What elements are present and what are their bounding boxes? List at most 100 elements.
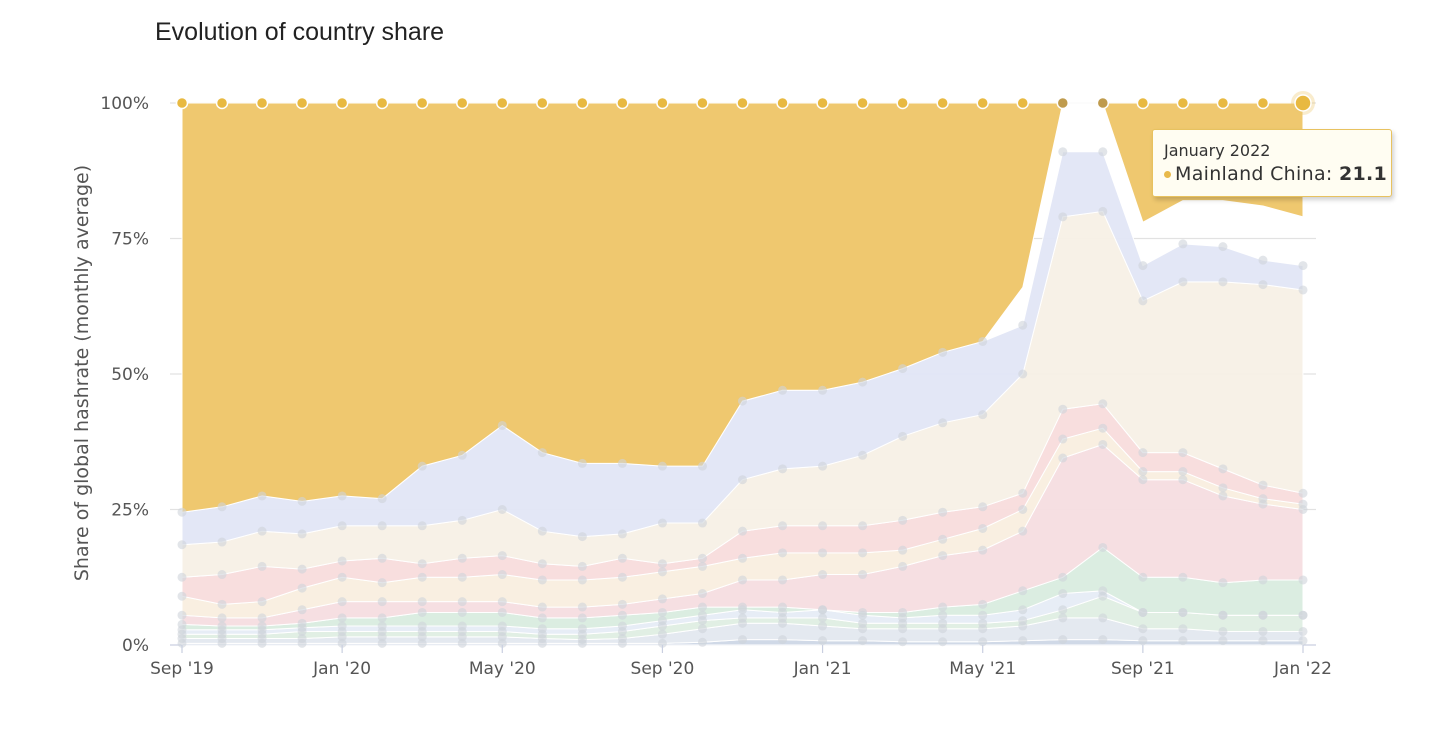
point-4-20 — [978, 599, 988, 609]
point-6-24 — [1138, 467, 1148, 477]
point-7-21 — [1018, 488, 1028, 498]
point-top-11 — [616, 96, 629, 110]
point-8-7 — [457, 515, 467, 525]
point-1-23 — [1098, 613, 1108, 623]
point-0-16 — [818, 636, 828, 646]
point-5-25 — [1178, 475, 1188, 485]
point-8-27 — [1258, 280, 1268, 290]
point-4-14 — [738, 602, 747, 612]
point-6-28 — [1298, 499, 1308, 509]
point-0-17 — [858, 636, 868, 646]
point-5-21 — [1018, 526, 1028, 536]
point-7-2 — [257, 561, 267, 571]
point-3-21 — [1018, 605, 1028, 615]
point-9-27 — [1258, 255, 1268, 265]
point-top-5 — [375, 96, 389, 110]
point-4-10 — [577, 613, 587, 623]
point-5-14 — [738, 575, 747, 585]
point-7-20 — [978, 502, 988, 512]
point-0-15 — [778, 635, 788, 645]
point-top-18 — [896, 96, 909, 110]
x-tick-label-0: Sep '19 — [150, 659, 214, 679]
point-8-10 — [577, 532, 587, 542]
point-2-22 — [1058, 605, 1068, 615]
point-9-18 — [898, 364, 908, 374]
point-1-28 — [1298, 626, 1308, 636]
point-3-12 — [657, 616, 667, 626]
tooltip: January 2022 Mainland China: 21.1 — [1152, 129, 1392, 197]
point-top-0 — [175, 96, 189, 110]
point-3-7 — [457, 621, 467, 631]
point-4-0 — [177, 619, 187, 629]
point-7-14 — [738, 526, 747, 536]
point-8-1 — [217, 537, 227, 547]
point-3-4 — [337, 621, 347, 631]
point-9-19 — [938, 347, 948, 357]
point-9-6 — [417, 461, 427, 471]
point-4-9 — [537, 613, 547, 623]
point-7-9 — [537, 559, 547, 569]
point-8-24 — [1138, 296, 1148, 306]
point-7-22 — [1058, 404, 1068, 414]
point-8-13 — [697, 518, 707, 528]
point-9-20 — [978, 336, 988, 346]
point-7-7 — [457, 553, 467, 563]
point-5-20 — [978, 545, 988, 555]
point-7-3 — [297, 564, 307, 574]
point-0-5 — [377, 638, 387, 648]
point-0-18 — [898, 637, 908, 647]
point-4-28 — [1298, 575, 1308, 585]
point-8-19 — [938, 418, 948, 428]
point-7-8 — [497, 551, 507, 561]
point-5-10 — [577, 602, 587, 612]
point-6-14 — [738, 553, 747, 563]
point-top-21 — [1016, 96, 1029, 110]
point-0-8 — [497, 638, 507, 648]
point-7-24 — [1138, 448, 1148, 458]
point-5-1 — [217, 613, 227, 623]
point-9-0 — [177, 507, 187, 517]
point-top-1 — [215, 96, 229, 110]
point-7-0 — [177, 572, 187, 582]
point-4-4 — [337, 613, 347, 623]
point-top-14 — [736, 96, 749, 110]
point-6-4 — [337, 572, 347, 582]
point-7-23 — [1098, 399, 1108, 409]
point-7-12 — [657, 559, 667, 569]
point-9-7 — [457, 450, 467, 460]
point-top-8 — [496, 96, 509, 110]
point-3-28 — [1298, 610, 1308, 620]
point-0-27 — [1258, 636, 1268, 646]
point-7-18 — [898, 515, 908, 525]
point-5-19 — [938, 551, 948, 561]
point-9-3 — [297, 496, 307, 506]
point-6-18 — [898, 545, 908, 555]
point-5-8 — [497, 597, 507, 607]
point-9-16 — [818, 385, 828, 395]
point-1-22 — [1058, 613, 1068, 623]
point-6-3 — [297, 583, 307, 593]
point-5-24 — [1138, 475, 1148, 485]
point-6-9 — [537, 575, 547, 585]
point-0-20 — [978, 637, 988, 647]
point-4-17 — [858, 607, 868, 617]
point-9-13 — [697, 461, 707, 471]
point-2-21 — [1018, 616, 1028, 626]
point-3-10 — [577, 624, 587, 634]
x-tick-label-7: Jan '22 — [1273, 659, 1332, 679]
point-4-3 — [297, 618, 307, 628]
point-9-26 — [1218, 242, 1228, 252]
point-9-12 — [657, 461, 667, 471]
point-4-8 — [497, 607, 507, 617]
point-8-25 — [1178, 277, 1188, 287]
point-top-15 — [776, 96, 789, 110]
point-8-0 — [177, 540, 187, 550]
point-7-25 — [1178, 448, 1188, 458]
point-3-25 — [1178, 607, 1188, 617]
x-tick-label-3: Sep '20 — [631, 659, 695, 679]
point-top-28 — [1294, 94, 1312, 112]
point-6-19 — [938, 534, 948, 544]
point-4-11 — [617, 610, 627, 620]
point-4-26 — [1218, 578, 1228, 588]
point-9-22 — [1058, 147, 1068, 157]
